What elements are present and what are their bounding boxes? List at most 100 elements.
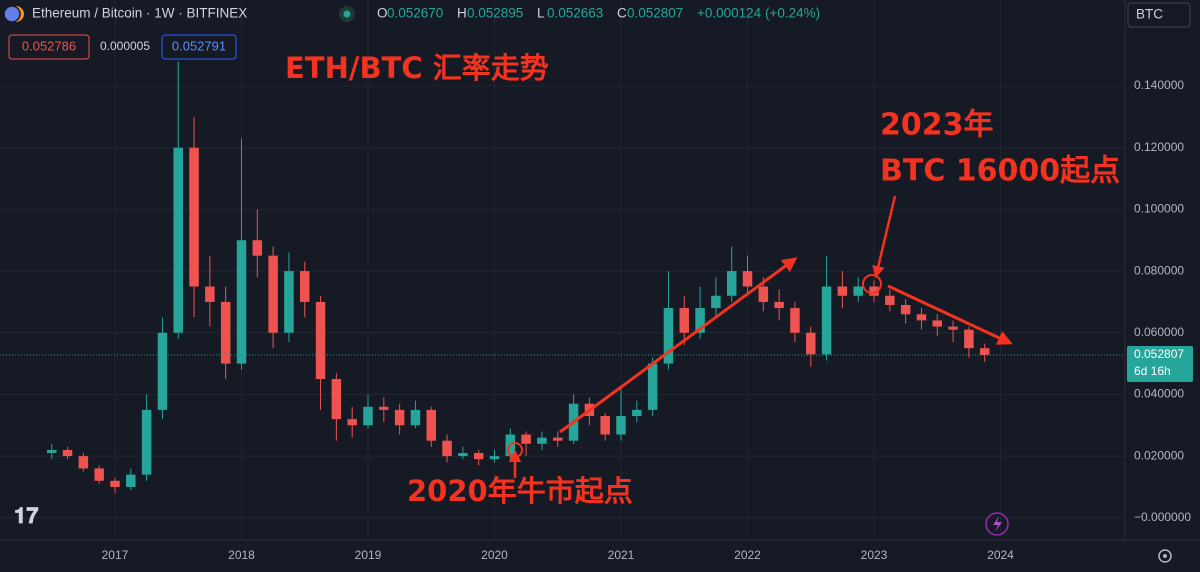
y-tick-label: 0.080000 [1134,263,1184,277]
candle-body [141,409,152,475]
trend-arrow [559,257,798,434]
candle-body [189,147,199,287]
candle-body [806,332,816,355]
sell-price: 0.052786 [22,38,76,53]
y-tick-label: 0.060000 [1134,325,1184,339]
candle-body [363,406,373,426]
candle-body [300,271,310,302]
candle-body [711,295,721,309]
candle-body [790,308,800,333]
sell-button[interactable] [8,34,90,60]
candle-body [442,440,452,457]
currency: BTC [1136,7,1163,22]
candle-body [774,301,784,309]
candle-body [62,449,73,457]
candle-body [426,409,436,441]
x-tick-label: 2018 [228,548,255,562]
candle-body [553,437,563,441]
settings-button[interactable] [1158,549,1172,563]
annotation: 2023年 [880,108,994,143]
candle-body [537,437,547,444]
annotation: ETH/BTC 汇率走势 [285,51,549,85]
market-status-dot [343,10,351,18]
candle-body [157,332,168,410]
candle-body [916,314,927,321]
tradingview-logo[interactable]: 𝟏𝟕 [14,503,39,528]
settings-icon [1163,554,1167,558]
candle-body [46,449,57,454]
candle-body [964,329,974,349]
x-tick-label: 2017 [102,548,129,562]
candle-body [521,434,531,444]
candle-body [394,409,405,426]
candle-body [869,286,879,296]
y-tick-label: 0.100000 [1134,202,1184,216]
x-tick-label: 2020 [481,548,508,562]
annotation: BTC 16000起点 [880,154,1120,189]
alerts-icon [993,516,1002,532]
candle-body [948,326,958,330]
candle-body [252,240,263,256]
candle-body [821,286,832,355]
ohlc-key: H [457,6,467,21]
y-tick-label: 0.040000 [1134,387,1184,401]
candle-body [236,240,247,364]
candle-body [173,147,183,333]
annotation: 2020年牛市起点 [407,474,633,508]
y-tick-label: −0.000000 [1134,510,1191,524]
candle-body [663,308,674,364]
spread: 0.000005 [100,39,150,53]
alerts-button[interactable] [985,512,1009,536]
ohlc-value: 0.052807 [627,6,683,21]
candle-body [758,286,769,302]
candle-body [932,320,943,327]
candle-body [616,416,626,435]
candle-body [284,271,294,333]
candle-body [979,348,990,355]
pointer-arrow [872,195,897,279]
candle-body [837,286,848,296]
candle-body [205,286,215,302]
candle-body [726,271,737,296]
symbol-icon [3,5,21,23]
ohlc-value: 0.052663 [547,6,603,21]
last-price: 0.052807 6d 16h [0,345,1193,382]
x-tick-label: 2022 [734,548,761,562]
candle-body [78,456,89,469]
countdown: 6d 16h [1134,364,1171,378]
buy-price: 0.052791 [172,38,226,53]
last-price-box [1127,345,1193,382]
candle-body [379,406,389,410]
candle-body [410,409,421,426]
candle-body [473,453,484,460]
trend-arrow [887,284,1013,345]
last-price-label: 0.052807 [1134,347,1184,361]
symbol-title[interactable]: Ethereum / Bitcoin · 1W · BITFINEX [32,6,247,21]
candle-body [458,453,468,457]
x-tick-label: 2024 [987,548,1014,562]
candle-body [347,419,357,426]
y-tick-label: 0.140000 [1134,78,1184,92]
candle-body [110,480,120,487]
currency-box[interactable] [1127,2,1191,28]
highlight-circle [862,274,882,294]
y-tick-label: 0.120000 [1134,140,1184,154]
candle-body [632,409,642,417]
candle-body [268,255,278,333]
ohlc-legend: O 0.052670 H 0.052895 L 0.052663 C 0.052807 +0.0… [377,6,820,21]
candle-body [315,301,326,380]
ohlc-key: O [377,6,388,21]
candle-body [900,305,911,315]
highlight-circle [507,442,523,458]
x-tick-label: 2021 [608,548,635,562]
ohlc-value: 0.052895 [467,6,523,21]
x-tick-label: 2019 [355,548,382,562]
candle-body [331,379,342,420]
candle-body [600,416,610,435]
candle-body [220,301,231,364]
ohlc-key: L [537,6,545,21]
buy-button[interactable] [161,34,237,60]
ohlc-change: +0.000124 (+0.24%) [697,6,820,21]
